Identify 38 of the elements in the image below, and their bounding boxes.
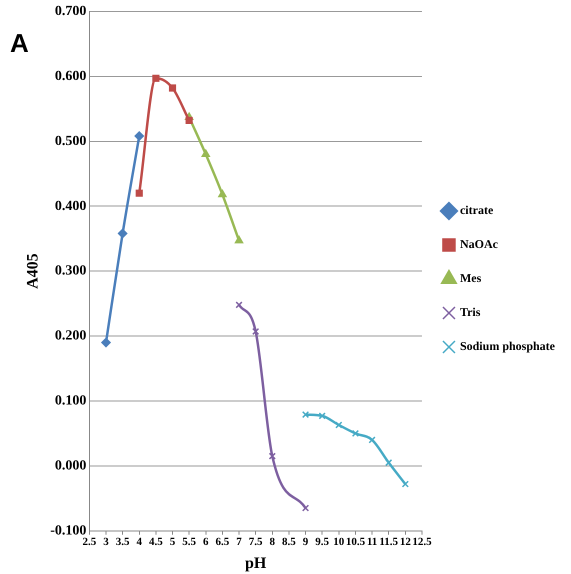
y-tick-label: 0.600 xyxy=(54,68,86,84)
x-tick-label: 11 xyxy=(366,536,378,548)
x-tick-label: 2.5 xyxy=(82,536,97,548)
x-tick-label: 6 xyxy=(203,536,210,548)
y-tick-label: 0.300 xyxy=(54,264,86,279)
text: A xyxy=(10,28,29,58)
x-tick-label: 3 xyxy=(103,536,110,548)
x-tick-label: 9.5 xyxy=(315,536,330,548)
x-tick-label: 5.5 xyxy=(182,536,197,548)
legend-label: NaOAc xyxy=(460,237,499,252)
x-tick-label: 10 xyxy=(333,536,345,548)
x-tick-label: 9 xyxy=(302,536,309,548)
x-tick-label: 7.5 xyxy=(248,536,264,548)
y-axis-title: A405 xyxy=(24,253,42,289)
x-tick-label: 8.5 xyxy=(282,536,296,548)
y-tick-label: 0.100 xyxy=(54,394,86,409)
x-tick-label: 4 xyxy=(136,536,142,548)
y-tick-label: 0.700 xyxy=(54,4,86,20)
legend-label: Mes xyxy=(460,271,482,286)
y-tick-label: -0.100 xyxy=(50,523,86,538)
legend-label: Tris xyxy=(460,305,481,320)
x-tick-label: 8 xyxy=(270,536,276,548)
x-tick-label: 4.5 xyxy=(149,536,164,548)
x-tick-label: 12 xyxy=(400,536,412,548)
legend-label: citrate xyxy=(460,203,494,218)
y-tick-label: 0.000 xyxy=(54,458,86,474)
legend-label: Sodium phosphate xyxy=(460,339,556,354)
x-tick-label: 7 xyxy=(236,536,242,548)
x-tick-label: 11.5 xyxy=(379,536,399,548)
x-tick-label: 6.5 xyxy=(216,536,230,548)
x-tick-label: 3.5 xyxy=(116,536,130,548)
y-tick-label: 0.400 xyxy=(54,198,86,214)
x-axis-title: pH xyxy=(244,555,267,572)
y-tick-label: 0.200 xyxy=(54,328,86,344)
y-tick-label: 0.500 xyxy=(54,134,86,149)
x-tick-label: 12.5 xyxy=(412,536,432,548)
x-tick-label: 5 xyxy=(170,536,176,548)
x-tick-label: 10.5 xyxy=(346,536,366,548)
